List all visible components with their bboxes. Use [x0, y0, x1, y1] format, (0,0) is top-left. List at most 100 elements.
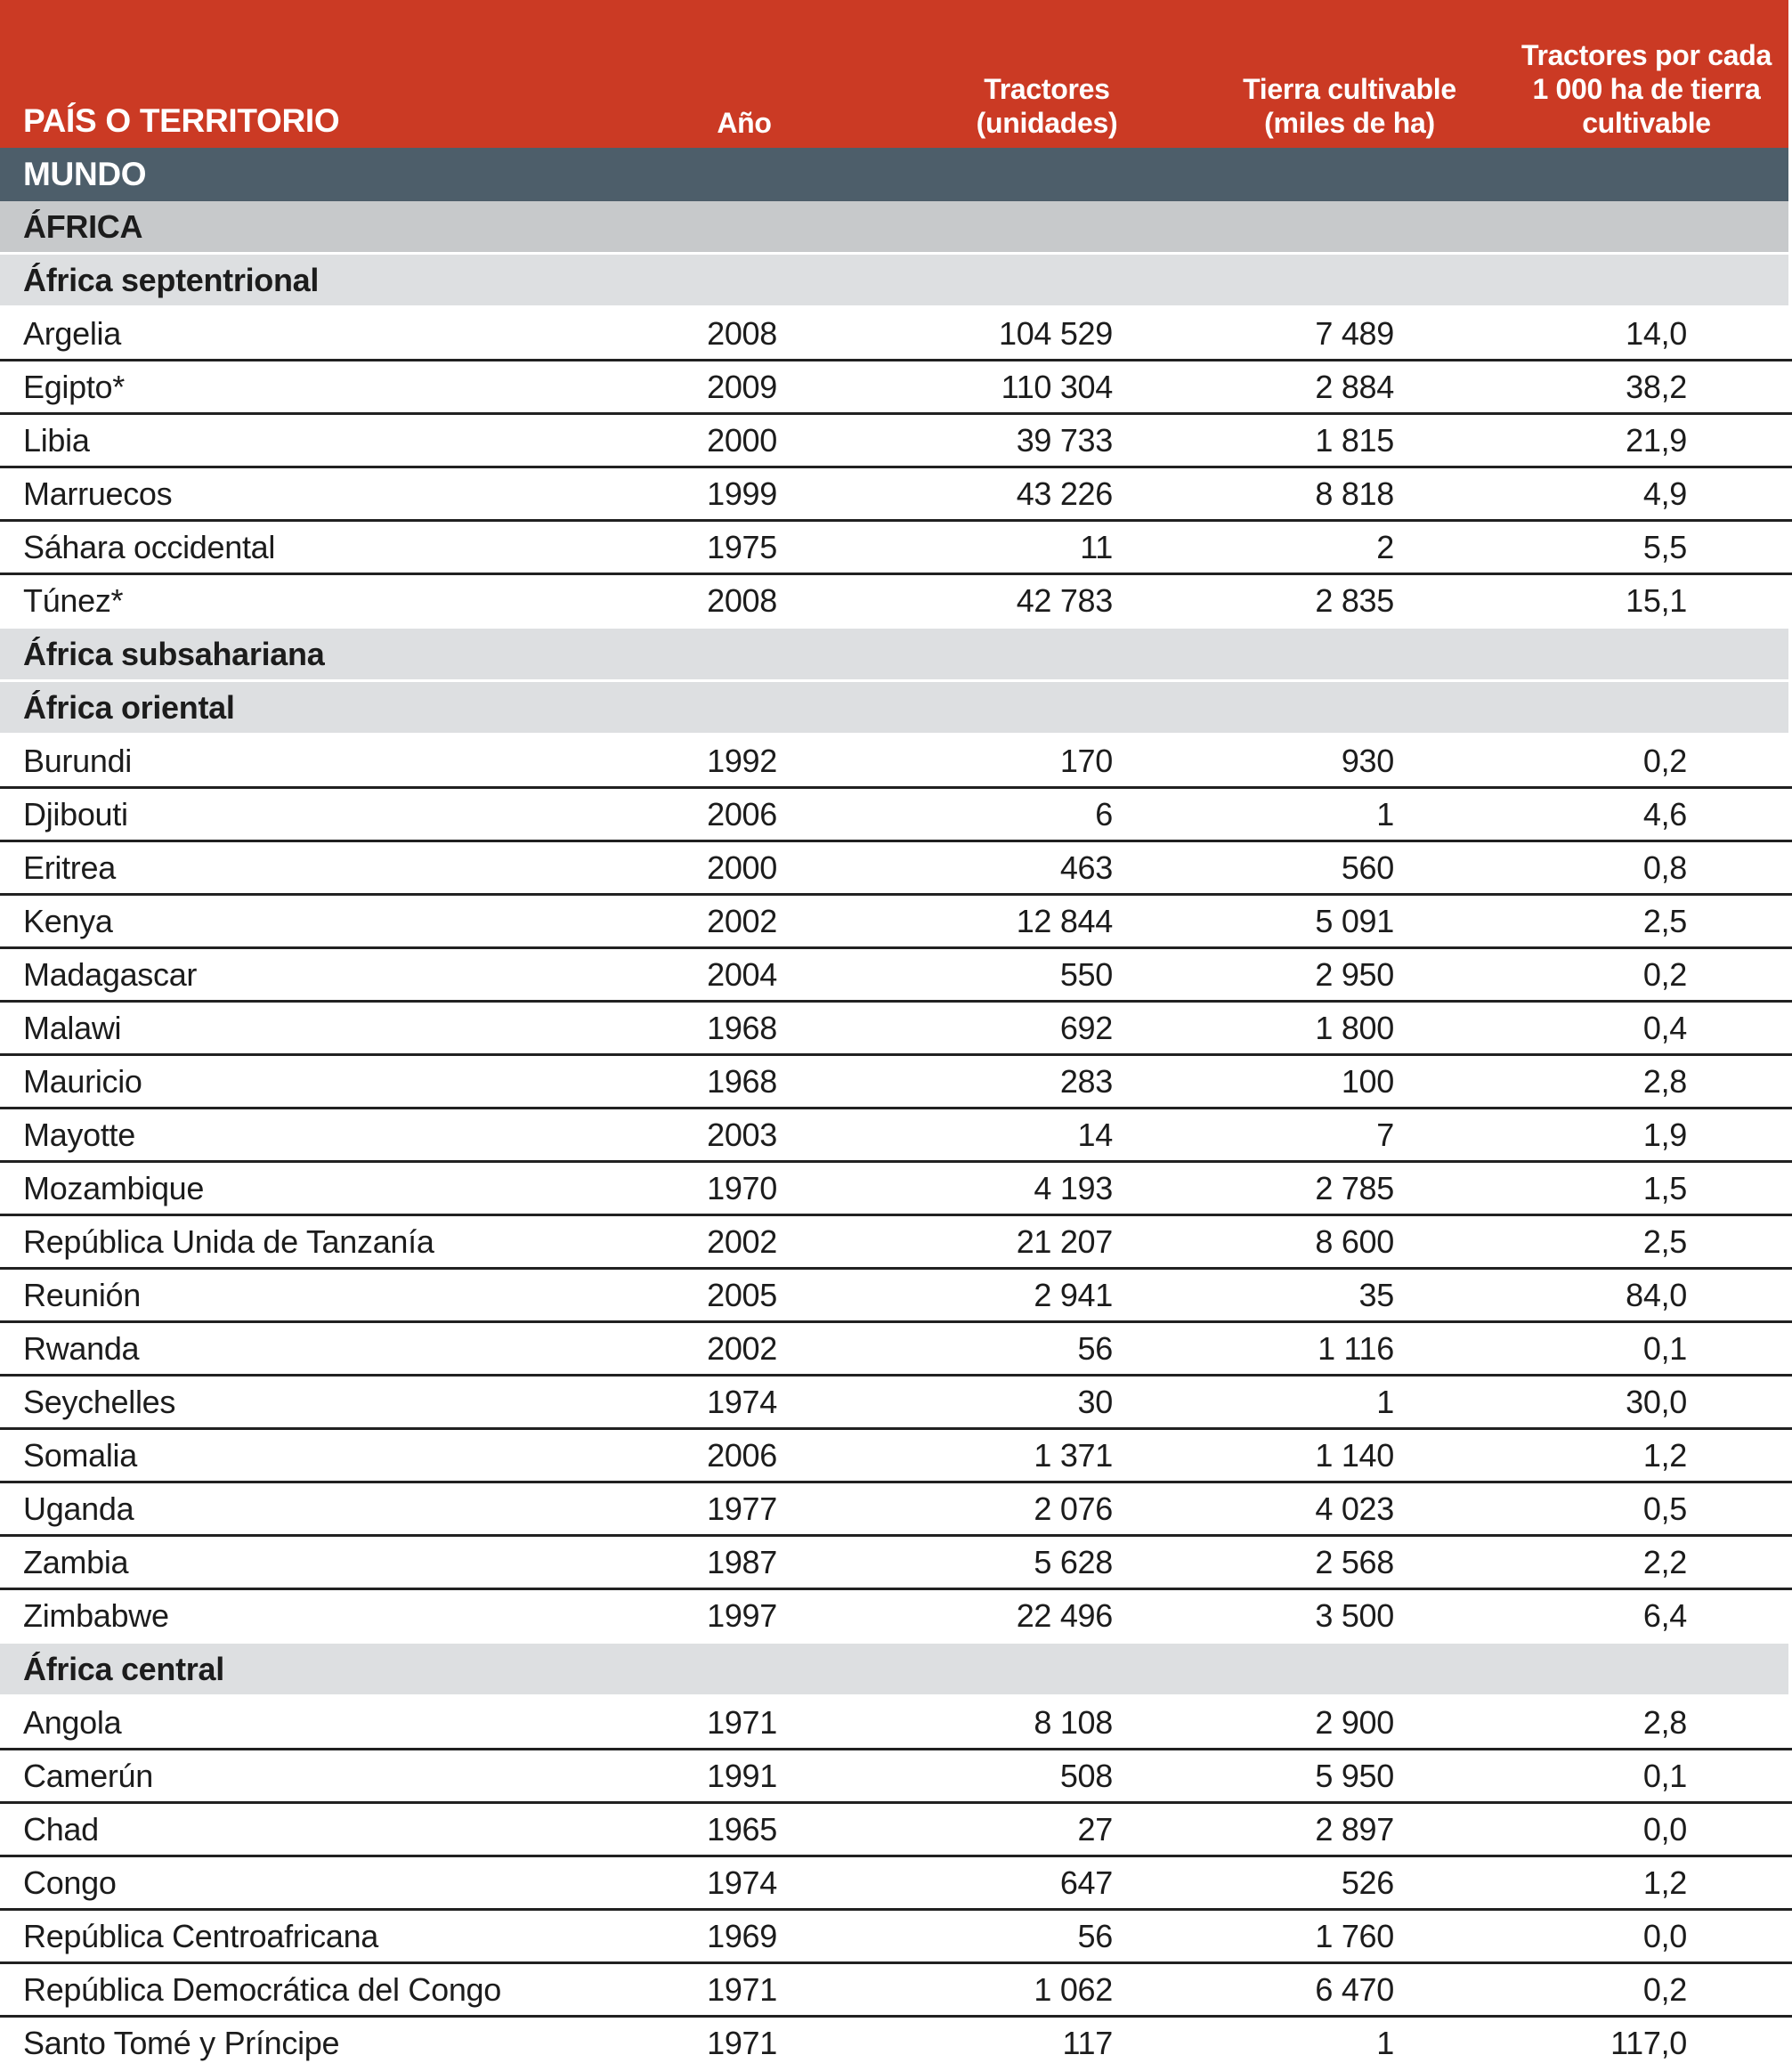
year-cell: 1968	[707, 1062, 777, 1100]
table-row: Marruecos 1999 43 226 8 818 4,9	[0, 468, 1792, 522]
arable-land-cell: 1	[1376, 1383, 1394, 1420]
tractors-cell: 8 108	[1034, 1703, 1113, 1741]
arable-land-cell: 930	[1341, 742, 1394, 779]
arable-land-cell: 1 815	[1315, 421, 1394, 459]
arable-land-cell: 4 023	[1315, 1490, 1394, 1527]
year-cell: 1971	[707, 2024, 777, 2061]
arable-land-cell: 1 116	[1318, 1329, 1394, 1367]
table-row: Eritrea 2000 463 560 0,8	[0, 842, 1792, 896]
tractors-cell: 1 371	[1034, 1436, 1113, 1474]
table-row: Angola 1971 8 108 2 900 2,8	[0, 1697, 1792, 1750]
ratio-cell: 30,0	[1626, 1383, 1687, 1420]
ratio-cell: 0,2	[1642, 742, 1687, 779]
arable-land-cell: 8 818	[1315, 475, 1394, 512]
arable-land-cell: 6 470	[1315, 1970, 1394, 2008]
ratio-cell: 2,5	[1642, 902, 1687, 939]
year-cell: 1965	[707, 1810, 777, 1848]
tractors-cell: 22 496	[1016, 1596, 1114, 1634]
year-cell: 1971	[707, 1970, 777, 2008]
table-row: Mozambique 1970 4 193 2 785 1,5	[0, 1163, 1792, 1216]
tractors-cell: 56	[1077, 1917, 1114, 1954]
table-row: Burundi 1992 170 930 0,2	[0, 735, 1792, 789]
table-row: Mayotte 2003 14 7 1,9	[0, 1109, 1792, 1163]
year-cell: 1974	[707, 1864, 777, 1901]
tractors-cell: 11	[1080, 528, 1113, 565]
country-name-cell: Kenya	[23, 902, 113, 939]
ratio-cell: 117,0	[1610, 2024, 1687, 2061]
table-row: Camerún 1991 508 5 950 0,1	[0, 1750, 1792, 1804]
year-cell: 2009	[707, 368, 777, 405]
tractors-cell: 692	[1059, 1009, 1113, 1046]
tractors-cell: 508	[1059, 1757, 1113, 1794]
column-header-arable-line1: Tierra cultivable	[1243, 73, 1456, 105]
ratio-cell: 1,2	[1642, 1864, 1687, 1901]
tractors-cell: 30	[1077, 1383, 1114, 1420]
ratio-cell: 0,0	[1642, 1810, 1687, 1848]
column-header-country: PAÍS O TERRITORIO	[0, 0, 593, 148]
year-cell: 2003	[707, 1116, 777, 1153]
section-label: África central	[23, 1650, 224, 1687]
country-name-cell: Zimbabwe	[23, 1596, 169, 1634]
column-header-ratio-line2: 1 000 ha de tierra	[1532, 73, 1761, 105]
ratio-cell: 2,2	[1642, 1543, 1687, 1580]
section-label: África oriental	[23, 688, 235, 726]
table-row: Madagascar 2004 550 2 950 0,2	[0, 949, 1792, 1003]
year-cell: 2006	[707, 1436, 777, 1474]
column-header-country-label: PAÍS O TERRITORIO	[23, 102, 340, 139]
table-header-row: PAÍS O TERRITORIO Año Tractores (unidade…	[0, 0, 1792, 148]
ratio-cell: 15,1	[1626, 581, 1687, 619]
tractors-cell: 27	[1077, 1810, 1114, 1848]
country-name-cell: Burundi	[23, 742, 132, 779]
table-row: Zimbabwe 1997 22 496 3 500 6,4	[0, 1590, 1792, 1644]
country-name-cell: Marruecos	[23, 475, 173, 512]
tractors-cell: 5 628	[1034, 1543, 1113, 1580]
table-row: Mauricio 1968 283 100 2,8	[0, 1056, 1792, 1109]
world-section-row: MUNDO	[0, 148, 1792, 201]
ratio-cell: 2,8	[1642, 1062, 1687, 1100]
arable-land-cell: 1 140	[1315, 1436, 1394, 1474]
ratio-cell: 6,4	[1642, 1596, 1687, 1634]
country-name-cell: Somalia	[23, 1436, 137, 1474]
arable-land-cell: 1 800	[1315, 1009, 1394, 1046]
ratio-cell: 5,5	[1642, 528, 1687, 565]
year-cell: 2004	[707, 955, 777, 993]
tractors-cell: 12 844	[1016, 902, 1114, 939]
country-name-cell: Santo Tomé y Príncipe	[23, 2024, 340, 2061]
year-cell: 1992	[707, 742, 777, 779]
tractors-cell: 283	[1059, 1062, 1113, 1100]
table-body: MUNDO ÁFRICA África septentrional Argelia 20…	[0, 148, 1792, 2071]
table-row: Somalia 2006 1 371 1 140 1,2	[0, 1430, 1792, 1483]
ratio-cell: 0,5	[1642, 1490, 1687, 1527]
section-label: MUNDO	[23, 156, 147, 192]
table-row: Congo 1974 647 526 1,2	[0, 1857, 1792, 1911]
tractors-cell: 4 193	[1034, 1169, 1113, 1206]
arable-land-cell: 100	[1341, 1062, 1394, 1100]
tractors-cell: 117	[1062, 2024, 1114, 2061]
country-name-cell: Uganda	[23, 1490, 134, 1527]
subregion-section-row: África subsahariana	[0, 629, 1792, 682]
ratio-cell: 0,1	[1642, 1329, 1687, 1367]
ratio-cell: 2,8	[1642, 1703, 1687, 1741]
country-name-cell: Zambia	[23, 1543, 129, 1580]
year-cell: 2000	[707, 421, 777, 459]
tractors-cell: 56	[1077, 1329, 1114, 1367]
section-label: ÁFRICA	[23, 207, 143, 245]
year-cell: 2008	[707, 314, 777, 352]
ratio-cell: 4,6	[1642, 795, 1687, 832]
country-name-cell: Túnez*	[23, 581, 124, 619]
year-cell: 1975	[707, 528, 777, 565]
year-cell: 1969	[707, 1917, 777, 1954]
table-row: Djibouti 2006 6 1 4,6	[0, 789, 1792, 842]
country-name-cell: Mayotte	[23, 1116, 135, 1153]
ratio-cell: 0,0	[1642, 1917, 1687, 1954]
table-row: República Democrática del Congo 1971 1 062…	[0, 1964, 1792, 2018]
arable-land-cell: 2 785	[1315, 1169, 1394, 1206]
column-header-ratio: Tractores por cada 1 000 ha de tierra cu…	[1501, 0, 1792, 148]
column-header-arable-line2: (miles de ha)	[1264, 107, 1435, 139]
arable-land-cell: 2 950	[1315, 955, 1394, 993]
subregion-section-row: África septentrional	[0, 255, 1792, 308]
ratio-cell: 0,2	[1642, 955, 1687, 993]
arable-land-cell: 5 950	[1315, 1757, 1394, 1794]
table-row: Santo Tomé y Príncipe 1971 117 1 117,0	[0, 2018, 1792, 2071]
country-name-cell: Eritrea	[23, 849, 116, 886]
